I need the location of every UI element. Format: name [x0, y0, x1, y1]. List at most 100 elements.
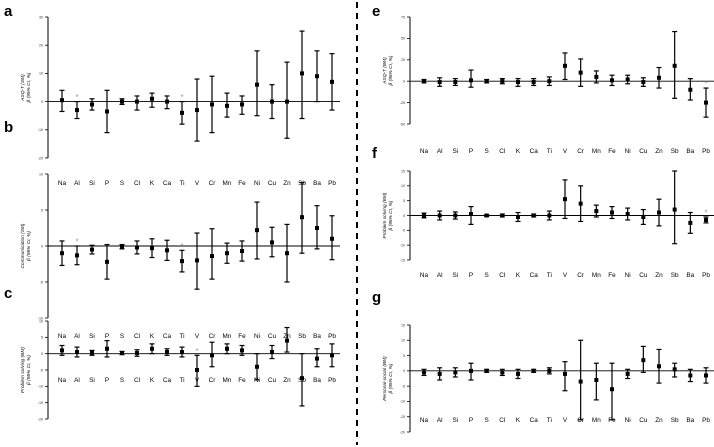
- point-V: [563, 371, 567, 376]
- x-tick-label: Na: [58, 180, 67, 187]
- x-tick-label: K: [150, 377, 155, 384]
- x-tick-label: Fe: [608, 272, 616, 279]
- x-tick-label: Si: [89, 377, 95, 384]
- point-Si: [90, 247, 94, 252]
- y-tick-label: -15: [400, 258, 405, 262]
- y-tick-label: -20: [38, 156, 43, 160]
- x-tick-label: Na: [58, 333, 67, 340]
- x-tick-label: Cr: [577, 272, 585, 279]
- y-tick-label: -5: [40, 368, 43, 372]
- x-tick-label: P: [469, 272, 473, 279]
- x-tick-label: Sb: [298, 377, 306, 384]
- x-tick-label: Pb: [328, 333, 336, 340]
- point-K: [150, 346, 154, 351]
- y-tick-label: -5: [402, 229, 405, 233]
- point-Cr: [210, 254, 214, 259]
- y-tick-label: 0: [41, 100, 43, 104]
- point-Cl: [135, 99, 139, 104]
- point-Sb: [300, 376, 304, 381]
- x-tick-label: Ba: [686, 417, 694, 424]
- point-S: [484, 79, 489, 84]
- y-tick-label: 5: [41, 208, 43, 212]
- panel-b: b -10 -5 0 5 10 Communication (SM) β (95% CI, %…: [4, 119, 340, 340]
- x-tick-label: K: [516, 148, 521, 155]
- point-Mn: [594, 74, 599, 79]
- y-tick-label: 10: [39, 319, 43, 323]
- x-tick-label: Si: [452, 272, 458, 279]
- x-tick-label: Al: [437, 148, 443, 155]
- point-Ba: [315, 226, 319, 230]
- x-tick-label: V: [195, 377, 200, 384]
- point-Si: [453, 80, 458, 85]
- point-P: [469, 368, 473, 373]
- point-Cu: [641, 358, 646, 363]
- x-tick-label: Si: [452, 148, 458, 155]
- point-Fe: [610, 387, 614, 392]
- point-Pb: [704, 373, 708, 378]
- point-Na: [422, 370, 426, 375]
- point-Cl: [135, 351, 139, 356]
- x-tick-label: Sb: [671, 148, 679, 155]
- y-axis-label: ASQ-T (BM): [382, 57, 388, 85]
- point-P: [469, 78, 473, 83]
- point-Cu: [641, 214, 646, 219]
- x-tick-label: Pb: [702, 417, 710, 424]
- point-Ti: [547, 79, 552, 84]
- y-tick-label: 25: [401, 58, 405, 62]
- point-Ti: [180, 259, 184, 264]
- x-tick-label: Fe: [608, 417, 616, 424]
- point-Cu: [270, 240, 274, 245]
- point-Cr: [578, 379, 583, 384]
- point-Zn: [657, 210, 661, 215]
- x-tick-label: Zn: [655, 417, 663, 424]
- y-tick-label: -10: [400, 243, 405, 247]
- point-Pb: [330, 236, 334, 241]
- point-K: [516, 371, 520, 376]
- point-Si: [90, 350, 94, 355]
- y-tick-label: 75: [401, 15, 405, 19]
- x-tick-label: Sb: [671, 272, 679, 279]
- x-tick-label: S: [485, 417, 489, 424]
- point-Zn: [285, 99, 289, 104]
- point-Fe: [240, 249, 244, 254]
- point-Sb: [672, 207, 677, 212]
- point-Zn: [285, 251, 289, 256]
- y-axis-label: β (95% CI, %): [388, 55, 394, 86]
- point-Al: [437, 80, 442, 85]
- x-tick-label: V: [195, 333, 200, 340]
- point-Cr: [210, 353, 214, 358]
- point-Na: [422, 79, 426, 84]
- x-tick-label: Fe: [238, 180, 246, 187]
- point-S: [484, 368, 489, 373]
- point-Cl: [500, 213, 505, 218]
- y-tick-label: 10: [39, 172, 43, 176]
- point-Ba: [688, 87, 693, 92]
- y-tick-label: 10: [401, 184, 405, 188]
- x-tick-label: V: [195, 180, 200, 187]
- significance-star: *: [75, 238, 78, 247]
- x-tick-label: P: [105, 333, 109, 340]
- point-Si: [90, 102, 94, 107]
- x-tick-label: Ba: [686, 148, 694, 155]
- x-tick-label: Mn: [592, 148, 601, 155]
- significance-star: *: [704, 208, 707, 217]
- panel-c: c -20 -15 -10 -5 0 5 10 Problem solving (BM) β (9…: [4, 285, 340, 421]
- point-P: [105, 346, 109, 351]
- y-axis-label: β (95% CI, %): [26, 355, 32, 386]
- point-Fe: [610, 210, 614, 215]
- point-Ni: [625, 77, 630, 82]
- point-Pb: [330, 79, 334, 84]
- x-tick-label: Na: [420, 417, 429, 424]
- y-tick-label: 0: [41, 244, 43, 248]
- point-Sb: [300, 71, 304, 76]
- point-Ti: [180, 350, 184, 355]
- significance-star: *: [704, 80, 707, 89]
- x-tick-label: Cl: [499, 272, 505, 279]
- point-Na: [60, 348, 64, 353]
- x-tick-label: Ba: [686, 272, 694, 279]
- x-tick-label: Al: [74, 377, 80, 384]
- x-tick-label: Al: [74, 180, 80, 187]
- y-tick-label: -15: [400, 415, 405, 419]
- x-tick-label: V: [563, 417, 568, 424]
